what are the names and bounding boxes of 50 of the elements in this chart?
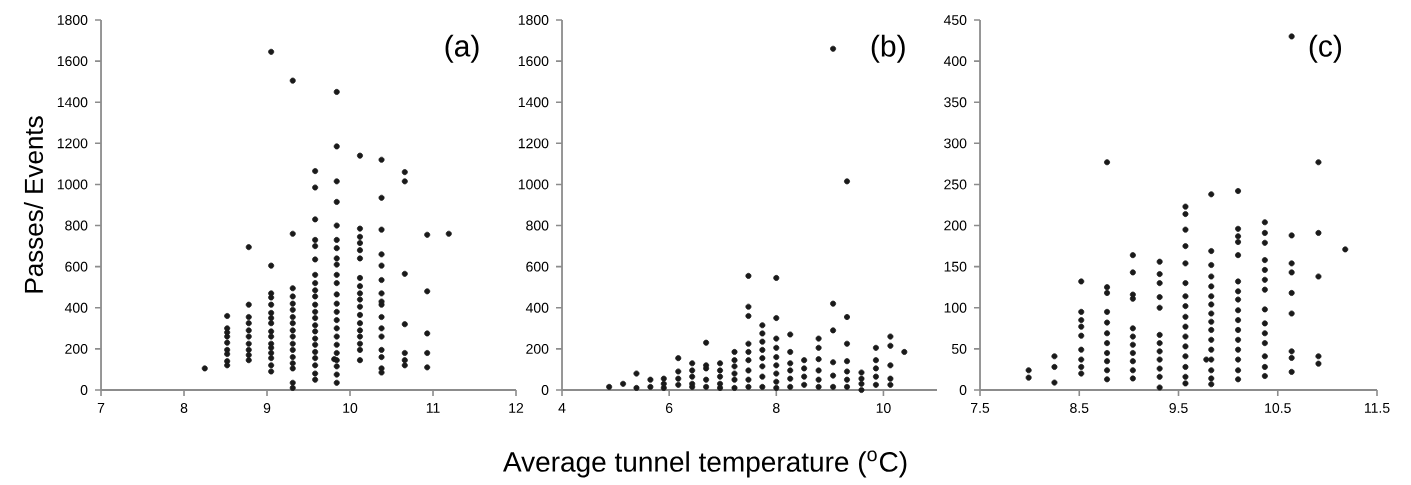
x-tick-label: 8 [180,403,188,413]
y-tick-label: 400 [525,302,549,313]
y-tick-label: 1400 [57,97,88,108]
y-tick-label: 1200 [518,138,549,149]
y-tick-label: 300 [944,138,967,149]
y-tick-label: 0 [80,385,88,395]
y-tick-label: 600 [65,261,88,272]
x-tick-label: 11.5 [1364,403,1390,413]
x-tick-label: 4 [558,403,566,413]
chart-title: (b) [871,34,905,63]
y-tick-label: 400 [943,56,967,67]
y-tick-label: 800 [526,220,549,231]
y-tick-label: 1600 [57,56,88,67]
y-tick-label: 200 [526,343,549,354]
y-tick-label: 1800 [57,15,88,25]
y-tick-label: 1800 [518,15,549,25]
y-tick-label: 0 [959,385,967,395]
x-tick-label: 6 [665,403,673,413]
x-tick-label: 12 [509,403,524,413]
y-tick-label: 50 [951,343,967,354]
y-tick-label: 1000 [518,179,549,190]
x-tick-label: 8 [773,403,780,413]
chart-title: (c) [1309,34,1342,63]
x-tick-label: 9 [263,403,271,413]
y-axis-title: Passes/ Events [23,116,44,293]
x-tick-label: 11 [426,403,440,413]
y-tick-label: 200 [944,220,967,231]
chart-title: (a) [445,34,479,63]
y-tick-label: 1600 [518,56,549,67]
y-tick-label: 1200 [57,138,88,149]
x-axis-title: Average tunnel temperature ($^{o}$C) [503,450,907,478]
x-tick-label: 7.5 [971,403,990,413]
y-tick-label: 450 [943,15,967,25]
x-tick-label: 9.5 [1169,403,1188,413]
x-tick-label: 10 [876,403,891,413]
y-tick-label: 1400 [518,97,549,108]
y-tick-label: 150 [944,261,967,272]
y-tick-label: 250 [944,179,967,190]
x-tick-label: 10 [343,403,358,413]
y-tick-label: 100 [944,302,967,313]
y-tick-label: 350 [944,97,967,108]
y-tick-label: 600 [526,261,549,272]
x-tick-label: 8.5 [1070,403,1089,413]
y-tick-label: 800 [65,220,88,231]
y-tick-label: 1000 [57,179,88,190]
y-tick-label: 200 [65,343,88,354]
y-tick-label: 400 [64,302,88,313]
x-tick-label: 10.5 [1265,403,1291,413]
x-tick-label: 7 [97,403,105,413]
y-tick-label: 0 [541,385,549,395]
